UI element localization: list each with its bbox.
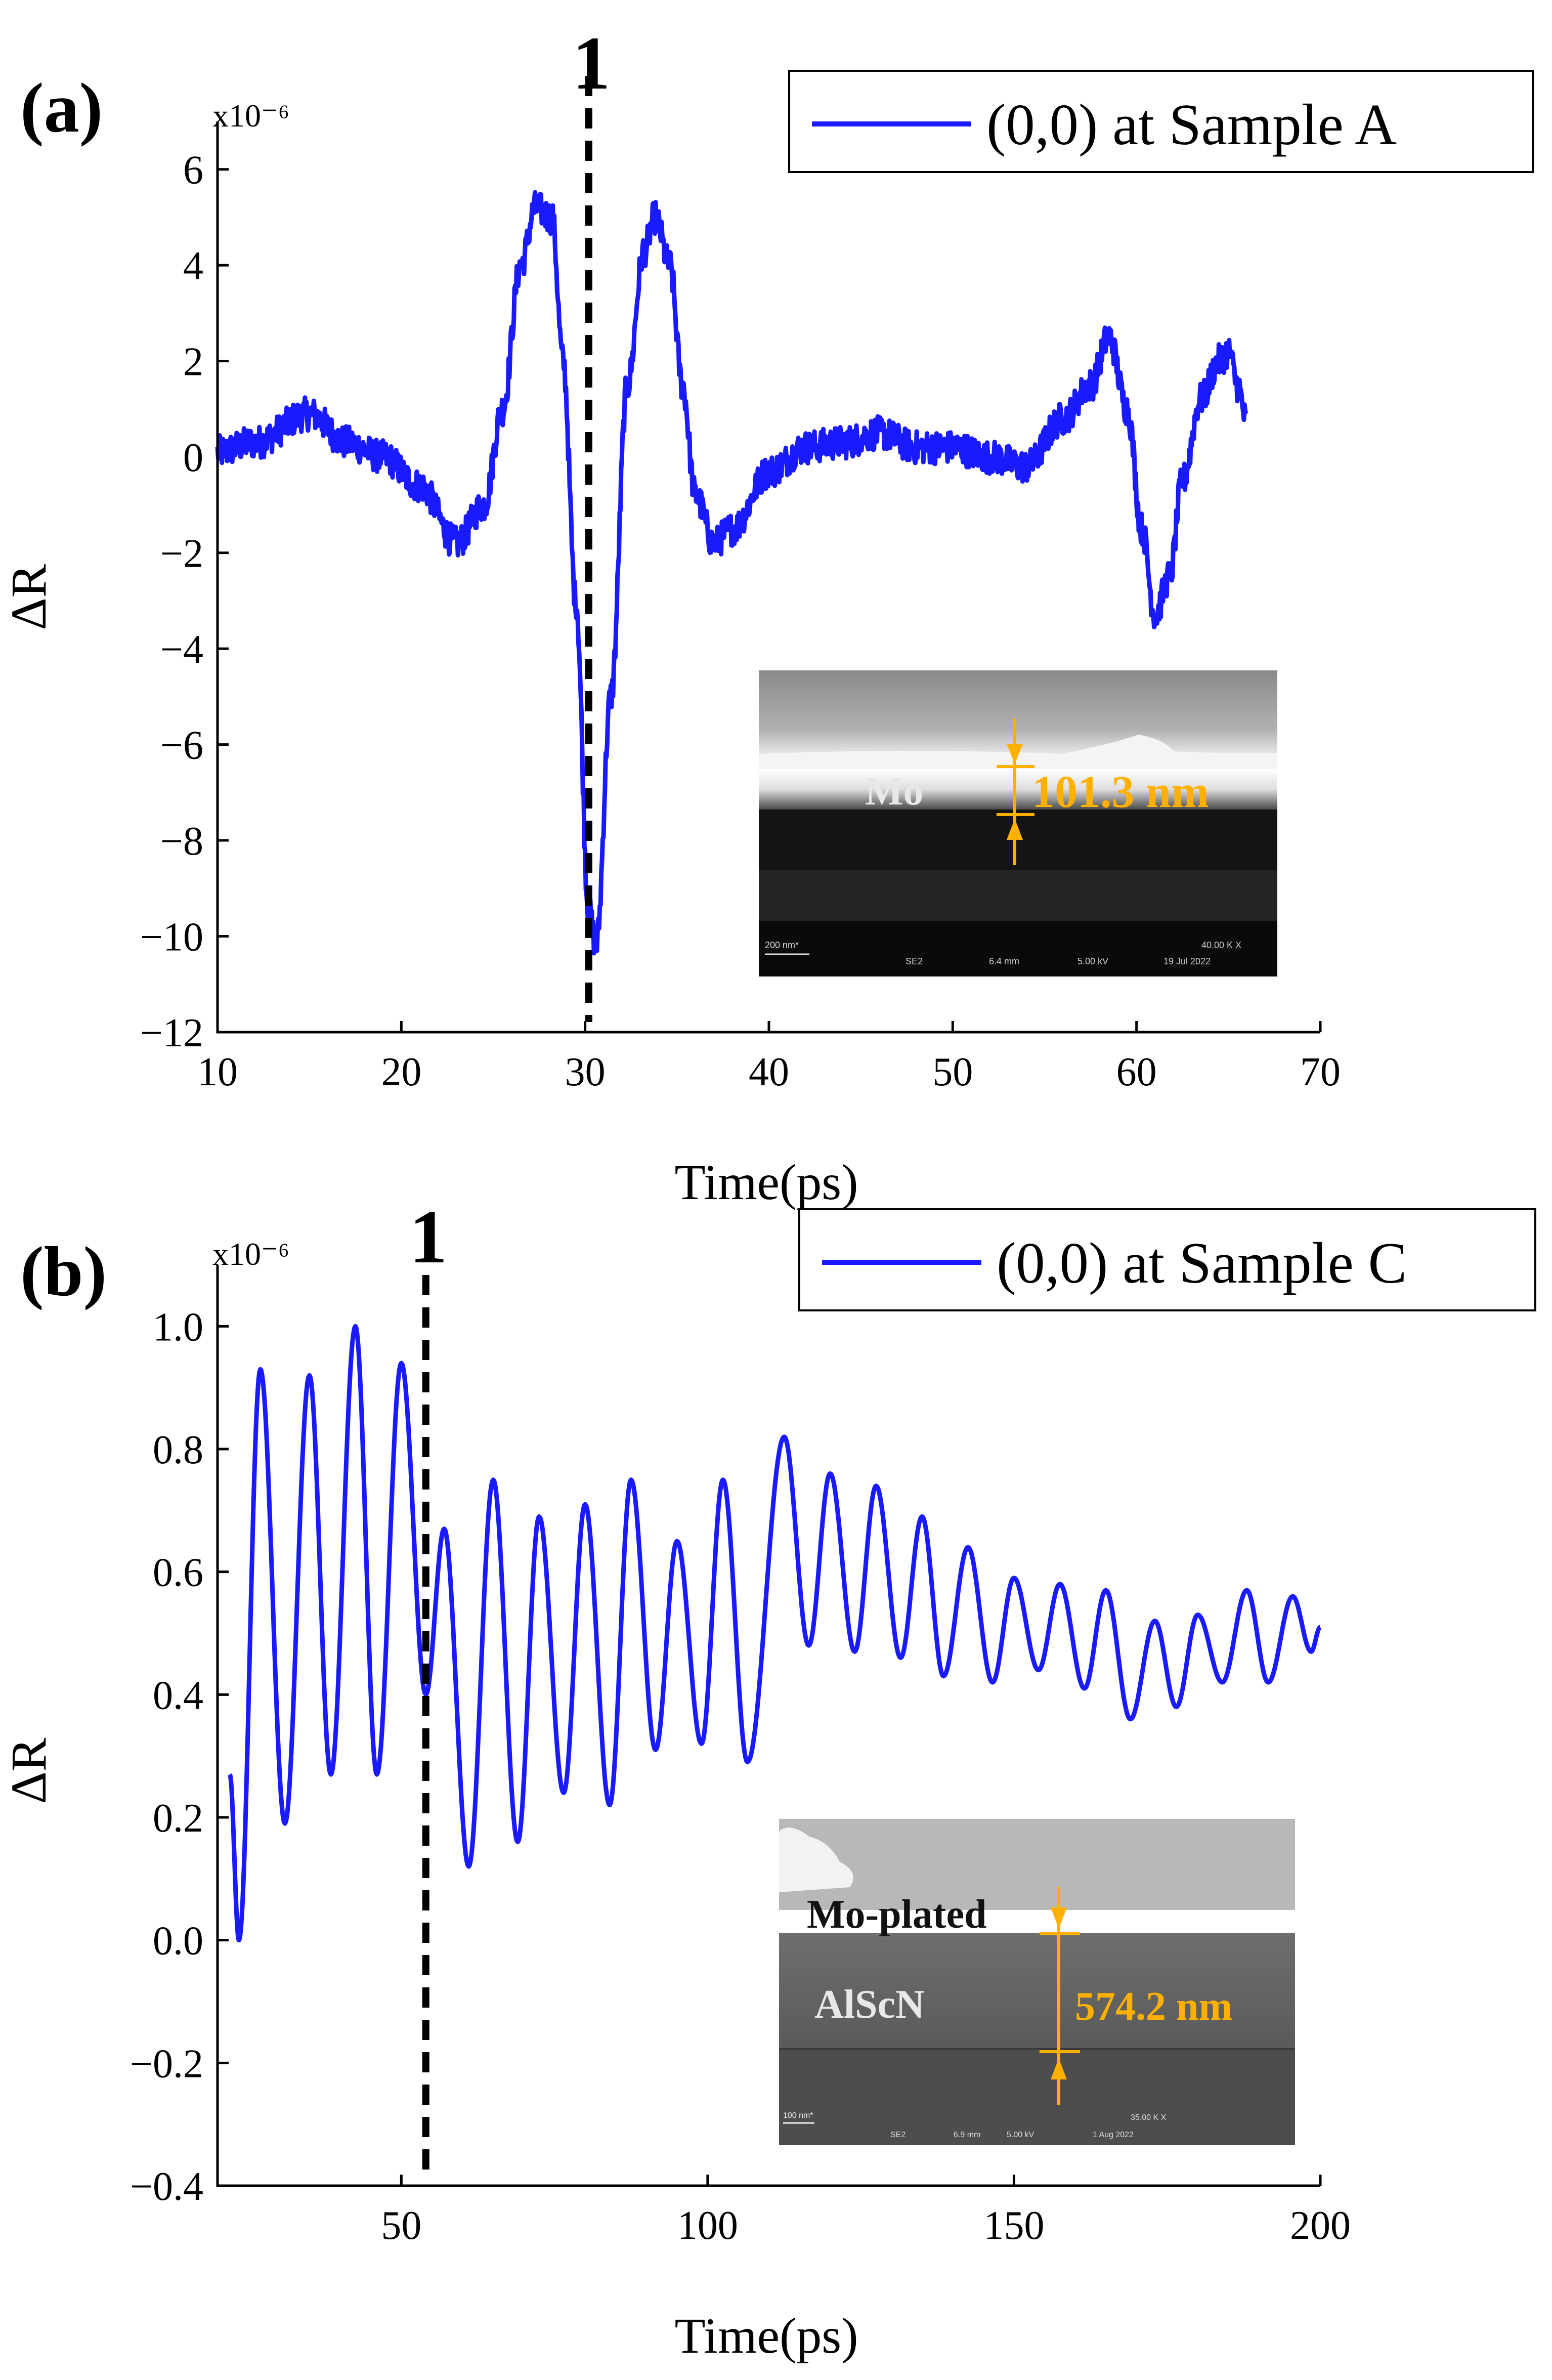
panel-b-legend-label: (0,0) at Sample C [997, 1231, 1407, 1295]
panel-b-sem-inset: Mo-plated AlScN 574.2 nm 100 nm* SE2 6.9… [779, 1819, 1295, 2145]
panel-b-label: (b) [20, 1232, 107, 1311]
panel-a-x-ticks: 10 20 30 40 50 60 70 [197, 1021, 1341, 1094]
panel-a-inset-material: Mo [865, 769, 924, 814]
panel-a-legend: (0,0) at Sample A [788, 70, 1534, 173]
panel-a-x-tick-label: 70 [1300, 1050, 1341, 1094]
panel-a-y-tick-label: −2 [160, 532, 203, 576]
panel-b-y-tick-label: 0.0 [153, 1919, 203, 1964]
panel-b-y-tick-label: 0.4 [153, 1673, 203, 1718]
panel-a-y-tick-label: −12 [140, 1011, 203, 1055]
panel-b-inset-scalebar: 100 nm* [783, 2111, 813, 2120]
panel-b-x-tick-label: 50 [381, 2203, 421, 2248]
panel-a-inset-thickness: 101.3 nm [1032, 767, 1209, 817]
panel-a-x-tick-label: 30 [565, 1050, 606, 1094]
panel-a-x-tick-label: 60 [1116, 1050, 1157, 1094]
panel-b-x-ticks: 50 100 150 200 [381, 2175, 1351, 2248]
panel-a-y-tick-label: −4 [160, 627, 203, 672]
panel-a-y-axis-title: ΔR [1, 564, 57, 630]
panel-a-x-axis-title: Time(ps) [674, 1154, 858, 1210]
panel-a-x-tick-label: 10 [197, 1050, 238, 1094]
panel-b-y-tick-label: −0.2 [130, 2042, 203, 2086]
panel-a-x-tick-label: 20 [381, 1050, 421, 1094]
panel-b-y-tick-label: 0.6 [153, 1551, 203, 1595]
panel-a-inset-detector: SE2 [906, 956, 923, 966]
panel-a-y-multiplier: x10⁻⁶ [212, 98, 289, 134]
panel-b-inset-thickness: 574.2 nm [1075, 1984, 1232, 2029]
panel-a-y-ticks: −12 −10 −8 −6 −4 −2 0 2 4 6 [140, 148, 229, 1055]
panel-b-inset-material: AlScN [814, 1982, 925, 2027]
panel-a-marker-label: 1 [572, 21, 610, 105]
panel-b-inset-wd: 6.9 mm [954, 2131, 980, 2139]
panel-b-inset-voltage: 5.00 kV [1007, 2131, 1034, 2139]
panel-a-sem-inset: Mo 101.3 nm 200 nm* SE2 6.4 mm 5.00 kV 1… [759, 670, 1277, 976]
panel-b-inset-top-label: Mo-plated [807, 1892, 987, 1937]
panel-a-y-tick-label: 0 [183, 436, 203, 480]
panel-b-x-axis-title: Time(ps) [674, 2308, 858, 2364]
panel-b-chart: (b) x10⁻⁶ ΔR Time(ps) −0.4 −0.2 0.0 0.2 0.4 0… [1, 1195, 1536, 2364]
panel-b-x-tick-label: 200 [1290, 2203, 1351, 2248]
panel-b-x-tick-label: 150 [983, 2203, 1044, 2248]
panel-b-y-tick-label: 1.0 [153, 1305, 203, 1349]
panel-a-inset-mag: 40.00 K X [1201, 940, 1241, 950]
panel-b-legend: (0,0) at Sample C [798, 1208, 1536, 1311]
panel-b-y-tick-label: 0.8 [153, 1428, 203, 1472]
panel-b-marker-label: 1 [409, 1195, 447, 1279]
panel-a-inset-voltage: 5.00 kV [1077, 956, 1108, 966]
panel-b-y-ticks: −0.4 −0.2 0.0 0.2 0.4 0.6 0.8 1.0 [130, 1305, 229, 2209]
panel-b-y-multiplier: x10⁻⁶ [212, 1236, 289, 1272]
panel-b-y-tick-label: 0.2 [153, 1796, 203, 1841]
panel-a-legend-label: (0,0) at Sample A [986, 93, 1397, 157]
panel-a-y-tick-label: 6 [183, 148, 203, 193]
panel-a-y-tick-label: −8 [160, 819, 203, 864]
panel-b-y-axis-title: ΔR [1, 1737, 57, 1804]
panel-b-y-tick-label: −0.4 [130, 2164, 203, 2209]
panel-b-inset-date: 1 Aug 2022 [1093, 2131, 1134, 2139]
panel-a-x-tick-label: 50 [932, 1050, 973, 1094]
panel-a-inset-date: 19 Jul 2022 [1163, 956, 1211, 966]
panel-a-label: (a) [20, 69, 103, 147]
panel-b-series-line [228, 1324, 1322, 1943]
panel-b-axes [216, 1265, 1320, 2187]
panel-a-y-tick-label: 4 [183, 244, 203, 288]
panel-a-chart: (a) x10⁻⁶ ΔR Time(ps) −12 −10 −8 −6 −4 −2 0 2 4 6… [1, 21, 1534, 1210]
panel-a-y-tick-label: −6 [160, 724, 203, 768]
panel-a-series-line [215, 190, 1248, 956]
panel-a-y-tick-label: −10 [140, 915, 203, 960]
panel-b-inset-mag: 35.00 K X [1131, 2113, 1167, 2122]
panel-a-inset-wd: 6.4 mm [989, 956, 1019, 966]
panel-b-x-tick-label: 100 [677, 2203, 738, 2248]
panel-a-y-tick-label: 2 [183, 340, 203, 385]
panel-a-axes [216, 121, 1320, 1034]
panel-a-inset-scalebar: 200 nm* [765, 940, 799, 950]
panel-b-inset-detector: SE2 [890, 2131, 906, 2139]
panel-a-x-tick-label: 40 [749, 1050, 789, 1094]
